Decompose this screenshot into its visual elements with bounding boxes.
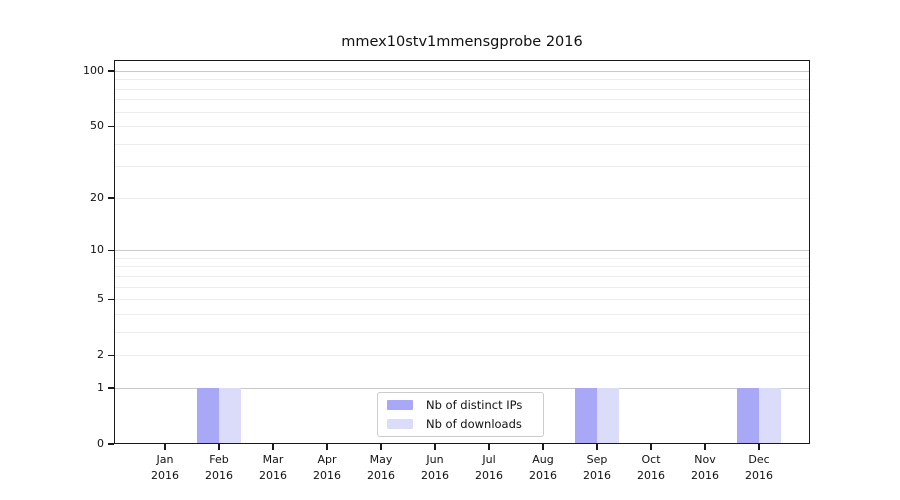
legend-label-distinct-ips: Nb of distinct IPs: [426, 398, 523, 412]
x-tick: [218, 444, 220, 450]
y-gridline-minor: [114, 299, 810, 301]
x-tick: [380, 444, 382, 450]
x-tick-label: Feb 2016: [205, 453, 233, 482]
chart-title: mmex10stv1mmensgprobe 2016: [341, 34, 583, 50]
y-gridline-minor: [114, 286, 810, 288]
y-tick-label: 10: [90, 243, 104, 257]
x-tick: [164, 444, 166, 450]
y-gridline-minor: [114, 99, 810, 101]
legend-entry-downloads: Nb of downloads: [387, 417, 534, 432]
x-tick: [596, 444, 598, 450]
y-gridline-minor: [114, 197, 810, 199]
y-tick: [108, 197, 114, 199]
x-tick: [326, 444, 328, 450]
bar-dec-distinct-ips: [737, 387, 759, 444]
x-tick-label: Sep 2016: [583, 453, 611, 482]
x-tick-label: Jun 2016: [421, 453, 449, 482]
y-tick-label: 1: [97, 380, 104, 394]
y-gridline-minor: [114, 166, 810, 168]
bar-feb-distinct-ips: [197, 387, 219, 444]
y-tick-label: 2: [97, 348, 104, 362]
y-gridline-minor: [114, 126, 810, 128]
y-gridline-minor: [114, 257, 810, 259]
x-tick-label: Apr 2016: [313, 453, 341, 482]
legend-swatch-downloads: [387, 419, 413, 429]
x-tick: [272, 444, 274, 450]
y-tick-label: 5: [97, 292, 104, 306]
y-tick: [108, 354, 114, 356]
x-tick: [758, 444, 760, 450]
y-gridline-minor: [114, 111, 810, 113]
y-gridline-major: [114, 250, 810, 252]
x-tick: [488, 444, 490, 450]
y-tick: [108, 298, 114, 300]
y-gridline-major: [114, 71, 810, 72]
x-tick: [434, 444, 436, 450]
x-tick: [650, 444, 652, 450]
x-tick-label: Mar 2016: [259, 453, 287, 482]
x-tick-label: Aug 2016: [529, 453, 557, 482]
legend-swatch-distinct-ips: [387, 400, 413, 410]
y-tick: [108, 125, 114, 127]
y-gridline-minor: [114, 266, 810, 268]
legend: Nb of distinct IPs Nb of downloads: [377, 392, 544, 437]
bar-sep-downloads: [597, 387, 619, 444]
plot-area: [114, 60, 810, 444]
bar-sep-distinct-ips: [575, 387, 597, 444]
y-gridline-minor: [114, 143, 810, 145]
x-tick: [704, 444, 706, 450]
x-tick: [542, 444, 544, 450]
x-tick-label: Nov 2016: [691, 453, 719, 482]
x-tick-label: Jan 2016: [151, 453, 179, 482]
bar-dec-downloads: [759, 387, 781, 444]
y-gridline-minor: [114, 355, 810, 357]
x-tick-label: May 2016: [367, 453, 395, 482]
y-tick-label: 20: [90, 190, 104, 204]
y-gridline-minor: [114, 313, 810, 315]
y-tick: [108, 70, 114, 72]
y-tick: [108, 249, 114, 251]
x-tick-label: Oct 2016: [637, 453, 665, 482]
y-gridline-minor: [114, 275, 810, 277]
bar-feb-downloads: [219, 387, 241, 444]
y-gridline-minor: [114, 88, 810, 90]
y-tick-label: 50: [90, 119, 104, 133]
y-tick-label: 0: [97, 437, 104, 450]
y-gridline-minor: [114, 79, 810, 81]
legend-label-downloads: Nb of downloads: [426, 417, 522, 431]
y-gridline-minor: [114, 331, 810, 333]
y-tick: [108, 443, 114, 445]
y-tick: [108, 387, 114, 389]
x-tick-label: Jul 2016: [475, 453, 503, 482]
y-gridline-major: [114, 387, 810, 389]
y-tick-label: 100: [83, 64, 104, 77]
legend-entry-distinct-ips: Nb of distinct IPs: [387, 398, 534, 413]
x-tick-label: Dec 2016: [745, 453, 773, 482]
